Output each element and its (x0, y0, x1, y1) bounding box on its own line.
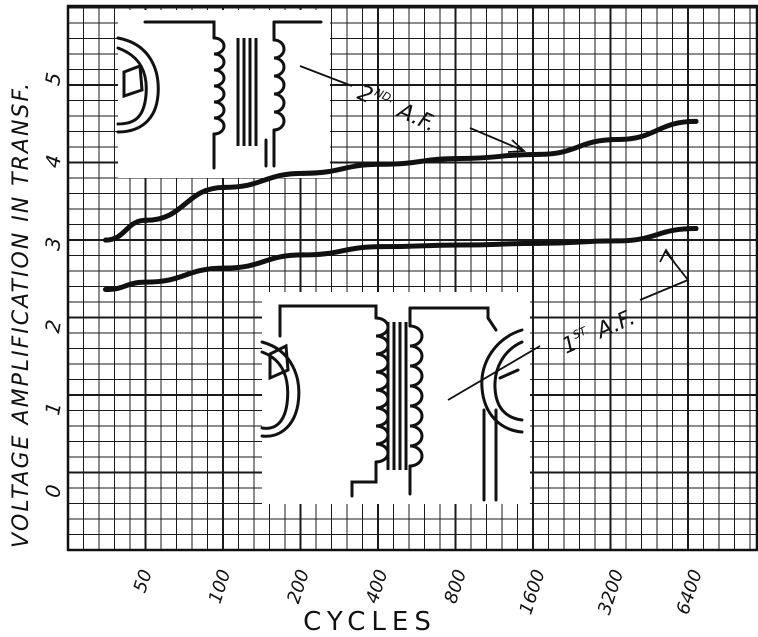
data-point-s1-0 (103, 237, 109, 243)
y-tick-label-2: 2 (40, 318, 66, 335)
data-point-s1-2 (222, 184, 228, 190)
annotation-1st-af-text: A.F. (591, 305, 639, 345)
data-point-s2-3 (300, 252, 306, 258)
y-axis-title: VOLTAGE AMPLIFICATION IN TRANSF. (9, 81, 34, 548)
annotation-1st-af-sup: ST. (571, 324, 591, 342)
x-tick-label-400: 400 (362, 567, 393, 606)
x-tick-label-100: 100 (205, 567, 236, 606)
y-tick-label-1: 1 (40, 400, 66, 417)
transformer-schematic-top (116, 10, 330, 178)
leader-2nd-af (299, 65, 523, 151)
x-tick-label-200: 200 (283, 567, 314, 606)
data-point-s1-7 (614, 137, 620, 143)
data-point-s2-6 (536, 240, 542, 246)
data-point-s2-0 (103, 287, 109, 293)
x-tick-label-1600: 1600 (515, 567, 549, 617)
data-point-s2-5 (457, 242, 463, 248)
data-point-s1-1 (143, 217, 149, 223)
plot-border (66, 4, 758, 552)
data-point-s2-1 (143, 279, 149, 285)
y-tick-label-3: 3 (40, 235, 66, 252)
series-lines (103, 118, 699, 293)
annotation-2nd-af-sup: ND. (373, 86, 397, 106)
x-axis-title: CYCLES (303, 607, 437, 637)
y-tick-label-4: 4 (40, 153, 66, 170)
annotation-leaders (299, 65, 690, 401)
data-point-s1-5 (457, 155, 463, 161)
data-point-s2-4 (379, 244, 385, 250)
transformer-schematic-bottom (260, 292, 530, 504)
x-tick-label-3200: 3200 (594, 567, 628, 617)
data-point-s2-7 (614, 238, 620, 244)
annotation-1st-af: 1 ST. A.F. (558, 305, 639, 359)
data-point-s1-8 (693, 118, 699, 124)
x-tick-label-50: 50 (130, 567, 157, 595)
annotation-2nd-af: 2 ND. A.F. (354, 81, 440, 138)
plot-frame (66, 4, 758, 552)
data-point-s2-8 (693, 226, 699, 232)
y-tick-label-5: 5 (40, 71, 66, 88)
series-line-2 (103, 226, 699, 293)
data-point-s1-4 (379, 161, 385, 167)
arrow-2nd-af (507, 139, 527, 153)
data-point-s1-3 (300, 170, 306, 176)
x-tick-label-6400: 6400 (673, 567, 707, 617)
data-point-s2-2 (222, 265, 228, 271)
arrow-1st-af (659, 248, 675, 263)
y-tick-label-0: 0 (40, 483, 66, 500)
x-tick-label-800: 800 (440, 567, 471, 606)
data-point-s1-6 (536, 151, 542, 157)
